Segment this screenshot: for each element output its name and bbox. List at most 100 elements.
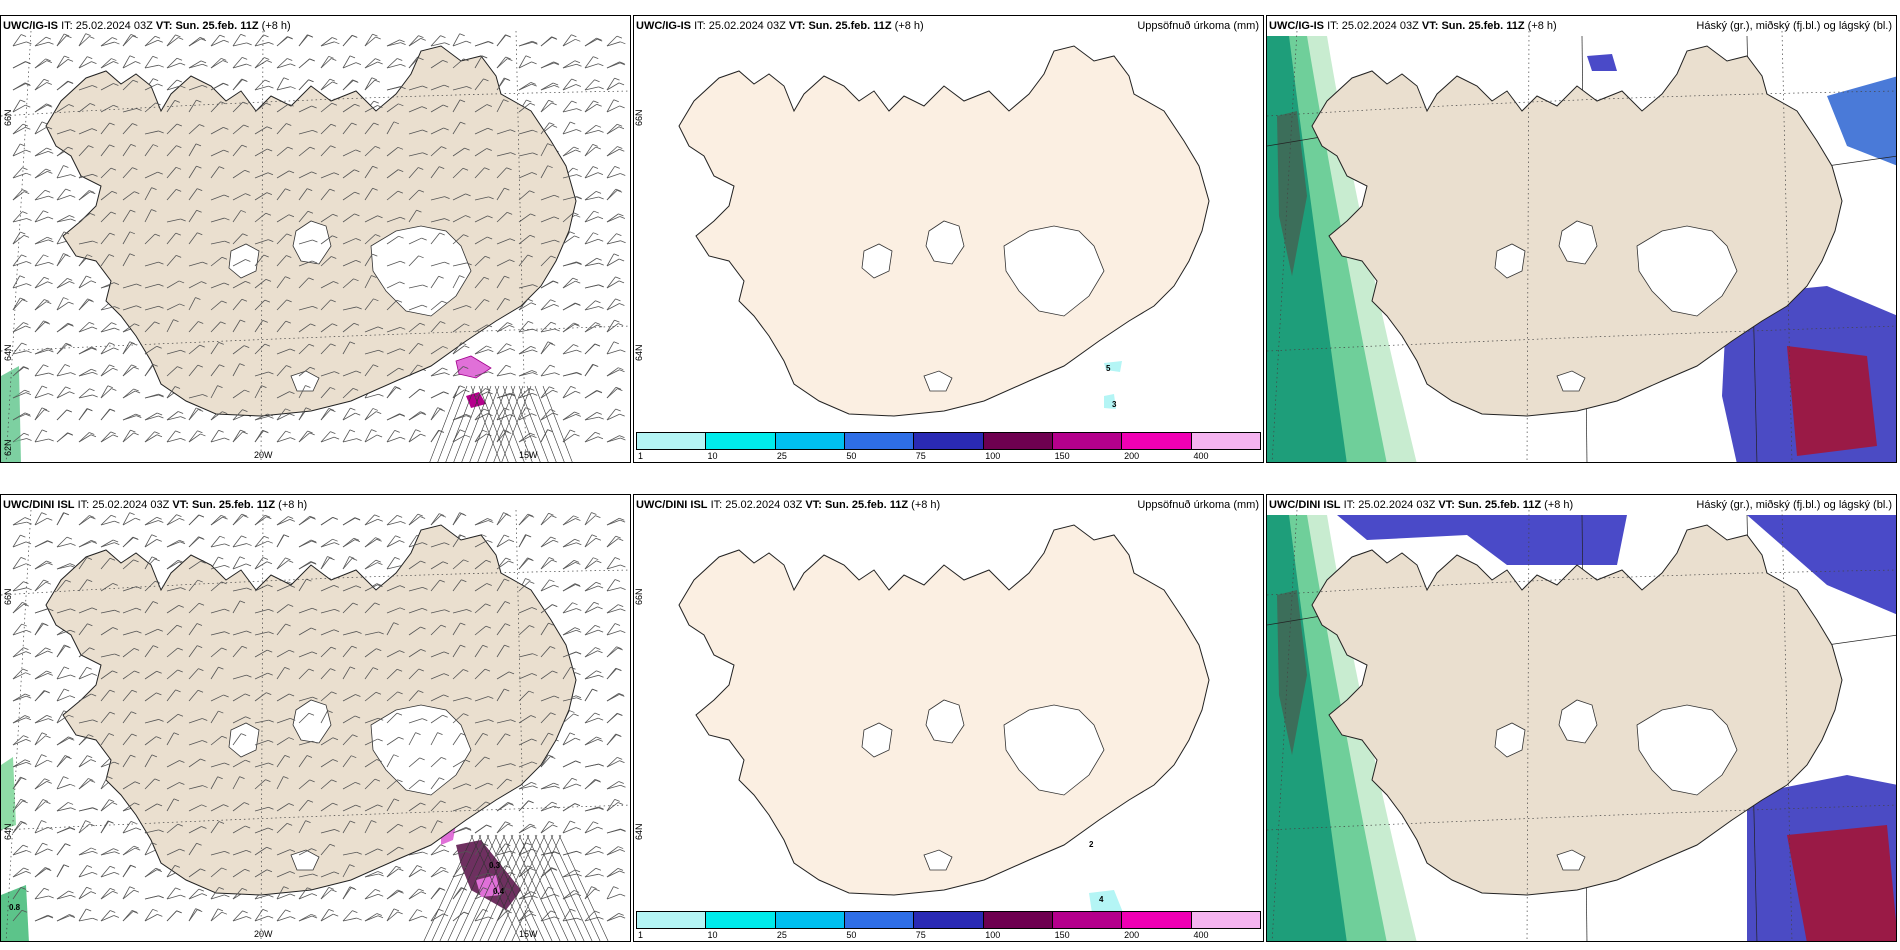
map-canvas [678, 524, 1210, 923]
colorbar-swatch [775, 433, 845, 449]
valid-time: Sun. 25.feb. 11Z [1457, 499, 1542, 511]
init-time: 25.02.2024 03Z [708, 20, 786, 32]
colorbar-swatch [706, 912, 776, 928]
longitude-label: 15W [519, 929, 538, 939]
hatched-area [429, 385, 573, 462]
colorbar-swatch [983, 433, 1053, 449]
panel-header: UWC/DINI ISL IT: 25.02.2024 03Z VT: Sun.… [3, 499, 307, 511]
panel-header: UWC/IG-IS IT: 25.02.2024 03Z VT: Sun. 25… [1269, 20, 1557, 32]
precip-map-panel-igis: UWC/IG-IS IT: 25.02.2024 03Z VT: Sun. 25… [633, 15, 1264, 463]
valid-time: Sun. 25.feb. 11Z [808, 20, 892, 32]
colorbar-tick-label: 25 [776, 930, 787, 940]
lead-time: (+8 h) [894, 20, 924, 32]
panel-field-title: Háský (gr.), miðský (fj.bl.) og lágský (… [1696, 499, 1892, 511]
panel-header: UWC/DINI ISL IT: 25.02.2024 03Z VT: Sun.… [1269, 499, 1573, 511]
lead-time: (+8 h) [911, 499, 941, 511]
colorbar-swatch [637, 433, 707, 449]
latitude-label: 66N [3, 109, 13, 126]
glacier-outline [292, 699, 332, 744]
longitude-label: 20W [254, 929, 273, 939]
latitude-label: 66N [3, 588, 13, 605]
glacier-outline [861, 243, 893, 279]
glacier-outline [1003, 225, 1105, 317]
wind-map-panel-dini: UWC/DINI ISL IT: 25.02.2024 03Z VT: Sun.… [0, 494, 631, 942]
longitude-label: 20W [254, 450, 273, 460]
colorbar-tick-label: 100 [985, 930, 1001, 940]
value-label: 2 [1089, 840, 1094, 849]
precip-area [455, 355, 492, 379]
glacier-outline [1494, 243, 1526, 279]
vt-label: VT: [805, 499, 822, 511]
latitude-label: 62N [3, 439, 13, 456]
wind-map-panel-igis: UWC/IG-IS IT: 25.02.2024 03Z VT: Sun. 25… [0, 15, 631, 463]
colorbar-tick-label: 25 [776, 451, 787, 461]
glacier-outline [1494, 722, 1526, 758]
precip-area [1, 366, 21, 462]
glacier-outline [925, 699, 965, 744]
glacier-outline [228, 243, 260, 279]
precip-area [1, 885, 29, 941]
graticule [1267, 509, 1896, 941]
value-label: 0.3 [489, 861, 501, 870]
colorbar-swatch [914, 433, 984, 449]
model-name: UWC/IG-IS [1269, 20, 1324, 32]
value-label: 5 [1106, 364, 1111, 373]
valid-time: Sun. 25.feb. 11Z [1441, 20, 1525, 32]
lead-time: (+8 h) [278, 499, 308, 511]
precip-colorbar [636, 911, 1261, 929]
colorbar-tick-label: 75 [915, 930, 926, 940]
map-canvas [1, 30, 630, 462]
glacier-outline [923, 370, 953, 392]
glacier-outline [290, 849, 320, 871]
latitude-label: 66N [634, 109, 644, 126]
latitude-label: 66N [634, 588, 644, 605]
colorbar-ticks: 1 10 25 50 75 100 150 200 400 [636, 450, 1261, 462]
colorbar-tick-label: 400 [1193, 451, 1209, 461]
colorbar-tick-label: 150 [1054, 451, 1070, 461]
hatched-area [423, 834, 609, 941]
init-time: 25.02.2024 03Z [725, 499, 803, 511]
longitude-label: 15W [519, 450, 538, 460]
init-time: 25.02.2024 03Z [92, 499, 170, 511]
colorbar-tick-label: 10 [707, 451, 718, 461]
it-label: IT: [1327, 20, 1339, 32]
it-label: IT: [77, 499, 90, 511]
glacier-outline [925, 220, 965, 265]
latitude-label: 64N [3, 344, 13, 361]
precip-area [1104, 361, 1122, 409]
map-canvas [1267, 509, 1896, 941]
glacier-outline [1636, 225, 1738, 317]
model-name: UWC/IG-IS [636, 20, 691, 32]
lead-time: (+8 h) [1527, 20, 1557, 32]
lead-time: (+8 h) [261, 20, 291, 32]
vt-label: VT: [1438, 499, 1455, 511]
colorbar-tick-label: 10 [707, 930, 718, 940]
vt-label: VT: [788, 20, 806, 32]
latitude-label: 64N [3, 823, 13, 840]
model-name: UWC/DINI ISL [3, 499, 75, 511]
glacier-outline [1556, 849, 1586, 871]
colorbar-swatch [1122, 912, 1192, 928]
colorbar-tick-label: 50 [846, 451, 857, 461]
panel-field-title: Háský (gr.), miðský (fj.bl.) og lágský (… [1696, 20, 1892, 32]
wind-barbs [12, 33, 626, 443]
vt-label: VT: [155, 20, 173, 32]
panel-header: UWC/DINI ISL IT: 25.02.2024 03Z VT: Sun.… [636, 499, 940, 511]
it-label: IT: [1343, 499, 1356, 511]
glacier-outline [292, 220, 332, 265]
colorbar-swatch [1122, 433, 1192, 449]
glacier-outline [290, 370, 320, 392]
glacier-outline [1556, 370, 1586, 392]
panel-field-title: Uppsöfnuð úrkoma (mm) [1137, 499, 1259, 511]
init-time: 25.02.2024 03Z [1358, 499, 1436, 511]
it-label: IT: [710, 499, 723, 511]
colorbar-swatch [844, 433, 915, 449]
value-label: 3 [1112, 400, 1117, 409]
colorbar-tick-label: 200 [1124, 930, 1140, 940]
colorbar-swatch [706, 433, 776, 449]
colorbar-swatch [844, 912, 915, 928]
colorbar-swatch [1191, 912, 1260, 928]
panel-field-title: Uppsöfnuð úrkoma (mm) [1137, 20, 1259, 32]
colorbar-swatch [1191, 433, 1260, 449]
glacier-outline [1558, 699, 1598, 744]
